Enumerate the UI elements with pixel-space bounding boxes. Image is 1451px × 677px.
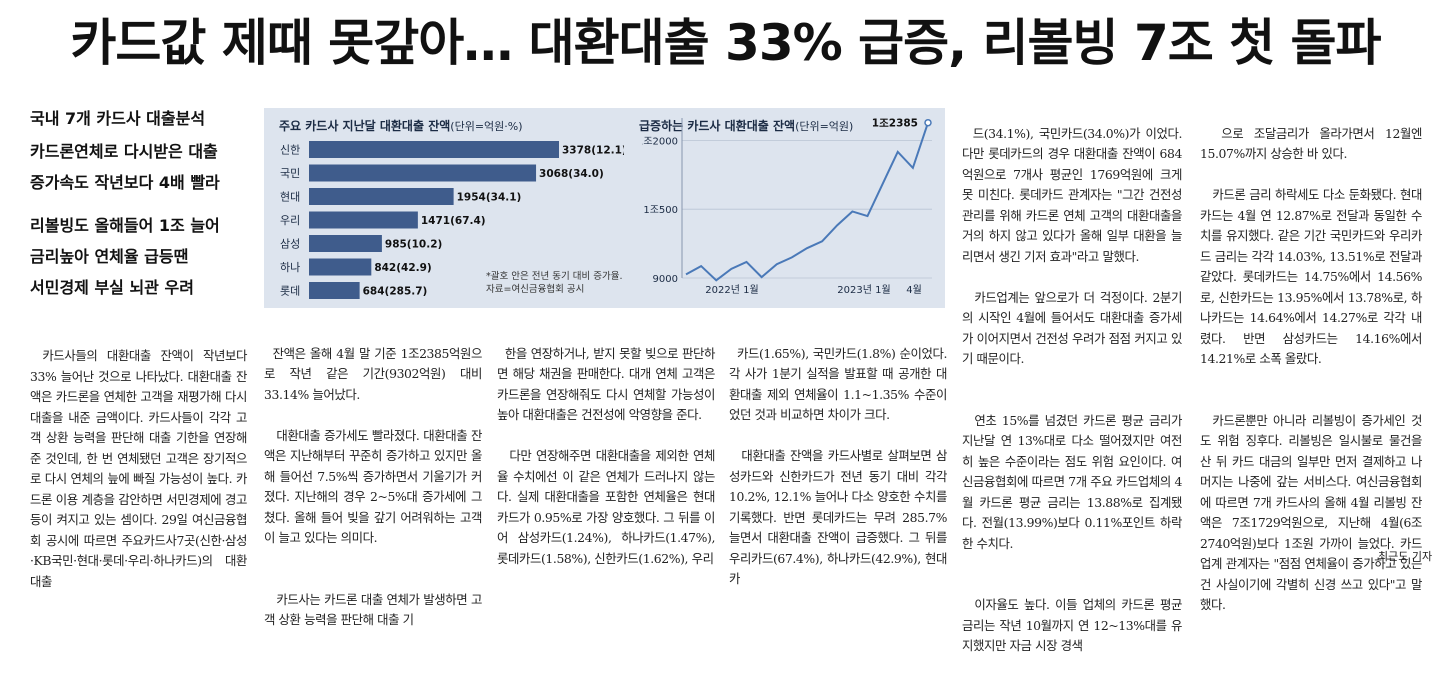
bar-category-label: 롯데: [280, 285, 300, 298]
subhead-line: 증가속도 작년보다 4배 빨라: [30, 173, 220, 192]
paragraph: 카드론뿐만 아니라 리볼빙이 증가세인 것도 위험 징후다. 리볼빙은 일시불로…: [1200, 412, 1426, 613]
paragraph: 으로 조달금리가 올라가면서 12월엔 15.07%까지 상승한 바 있다.: [1200, 125, 1426, 162]
bar-value-label: 3068(34.0): [539, 168, 604, 180]
subhead-line: 금리높아 연체율 급등땐: [30, 247, 189, 266]
bar-category-label: 신한: [280, 144, 300, 157]
headline: 카드값 제때 못갚아… 대환대출 33% 급증, 리볼빙 7조 첫 돌파: [70, 14, 1381, 72]
paragraph: 드(34.1%), 국민카드(34.0%)가 이었다. 다만 롯데카드의 경우 …: [962, 125, 1186, 264]
paragraph: 카드사들의 대환대출 잔액이 작년보다 33% 늘어난 것으로 나타났다. 대환…: [30, 348, 251, 589]
end-value-label: 1조2385: [872, 118, 918, 130]
article-column-1: 카드사들의 대환대출 잔액이 작년보다 33% 늘어난 것으로 나타났다. 대환…: [30, 305, 247, 613]
y-tick-label: 1조500: [643, 205, 678, 216]
x-tick-label: 4월: [906, 284, 922, 296]
bar: [309, 188, 454, 205]
infographic: 주요 카드사 지난달 대환대출 잔액(단위=억원·%) 급증하는 카드사 대환대…: [264, 108, 945, 308]
end-point: [924, 118, 932, 127]
bar: [309, 164, 537, 182]
line-chart: 9000 1조500 1조2000 1조2385 2022년 1월 2023년 1월 4월: [642, 118, 932, 296]
subhead-kicker: 국내 7개 카드사 대출분석: [30, 109, 206, 128]
paragraph: 대환대출 잔액을 카드사별로 살펴보면 삼성카드와 신한카드가 전년 동기 대비…: [729, 448, 951, 586]
bar-value-label: 1471(67.4): [421, 215, 486, 227]
subhead-line: 카드론연체로 다시받은 대출: [30, 142, 218, 161]
bar: [309, 282, 360, 299]
article-column-4: 카드(1.65%), 국민카드(1.8%) 순이었다. 각 사가 1분기 실적을…: [729, 323, 947, 610]
subhead-line: 리볼빙도 올해들어 1조 늘어: [30, 216, 220, 235]
line-chart-title: 급증하는 카드사 대환대출 잔액(단위=억원): [639, 119, 854, 133]
bar-category-label: 현대: [280, 191, 300, 204]
bar: [309, 235, 382, 252]
paragraph: 대환대출 증가세도 빨라졌다. 대환대출 잔액은 지난해부터 꾸준히 증가하고 …: [264, 427, 482, 546]
bar-chart-title: 주요 카드사 지난달 대환대출 잔액(단위=억원·%): [279, 119, 523, 133]
bar-category-label: 국민: [280, 167, 300, 180]
bar-value-label: 985(10.2): [385, 239, 442, 251]
bar-category-label: 우리: [280, 214, 300, 227]
paragraph: 카드(1.65%), 국민카드(1.8%) 순이었다. 각 사가 1분기 실적을…: [729, 345, 951, 423]
y-tick-label: 9000: [653, 274, 678, 285]
paragraph: 다만 연장해주면 대환대출을 제외한 연체율 수치에선 이 같은 연체가 드러나…: [497, 448, 719, 566]
paragraph: 카드업계는 앞으로가 더 걱정이다. 2분기의 시작인 4월에 들어서도 대환대…: [962, 289, 1182, 367]
x-tick-label: 2023년 1월: [837, 284, 890, 296]
bar-value-label: 3378(12.1): [562, 145, 624, 157]
bar-category-label: 하나: [280, 260, 300, 274]
article-column-3: 한을 연장하거나, 받지 못할 빚으로 판단하면 해당 채권을 판매한다. 대개…: [497, 323, 715, 590]
bar-value-label: 1954(34.1): [457, 192, 522, 204]
article-column-2: 잔액은 올해 4월 말 기준 1조2385억원으로 작년 같은 기간(9302억…: [264, 323, 482, 651]
chart-note: *괄호 안은 전년 동기 대비 증가율. 자료=여신금융협회 공시: [486, 271, 623, 295]
paragraph: 한을 연장하거나, 받지 못할 빚으로 판단하면 해당 채권을 판매한다. 대개…: [497, 345, 719, 423]
bar-value-label: 842(42.9): [374, 262, 431, 274]
bar: [309, 258, 372, 276]
bar: [309, 141, 559, 158]
article-column-5: 드(34.1%), 국민카드(34.0%)가 이었다. 다만 롯데카드의 경우 …: [962, 103, 1182, 677]
subhead-line: 서민경제 부실 뇌관 우려: [30, 278, 194, 297]
paragraph: 잔액은 올해 4월 말 기준 1조2385억원으로 작년 같은 기간(9302억…: [264, 345, 486, 402]
bar-category-label: 삼성: [280, 238, 300, 251]
paragraph: 이자율도 높다. 이들 업체의 카드론 평균 금리는 작년 10월까지 연 12…: [962, 597, 1186, 653]
y-tick-label: 1조2000: [642, 136, 678, 147]
bar-chart: 신한 3378(12.1) 국민 3068(34.0) 현대 1954(34.1) 우리 14…: [280, 141, 624, 299]
x-tick-label: 2022년 1월: [705, 284, 758, 296]
byline: 최근도 기자: [1378, 550, 1433, 563]
bar: [309, 211, 418, 229]
paragraph: 연초 15%를 넘겼던 카드론 평균 금리가 지난달 연 13%대로 다소 떨어…: [962, 412, 1186, 551]
paragraph: 카드론 금리 하락세도 다소 둔화됐다. 현대카드는 4월 연 12.87%로 …: [1200, 187, 1426, 366]
bar-value-label: 684(285.7): [363, 286, 428, 298]
subheads: 국내 7개 카드사 대출분석 카드론연체로 다시받은 대출 증가속도 작년보다 …: [30, 103, 260, 303]
series-line: [685, 122, 929, 282]
paragraph: 카드사는 카드론 대출 연체가 발생하면 고객 상환 능력을 판단해 대출 기: [264, 591, 482, 628]
